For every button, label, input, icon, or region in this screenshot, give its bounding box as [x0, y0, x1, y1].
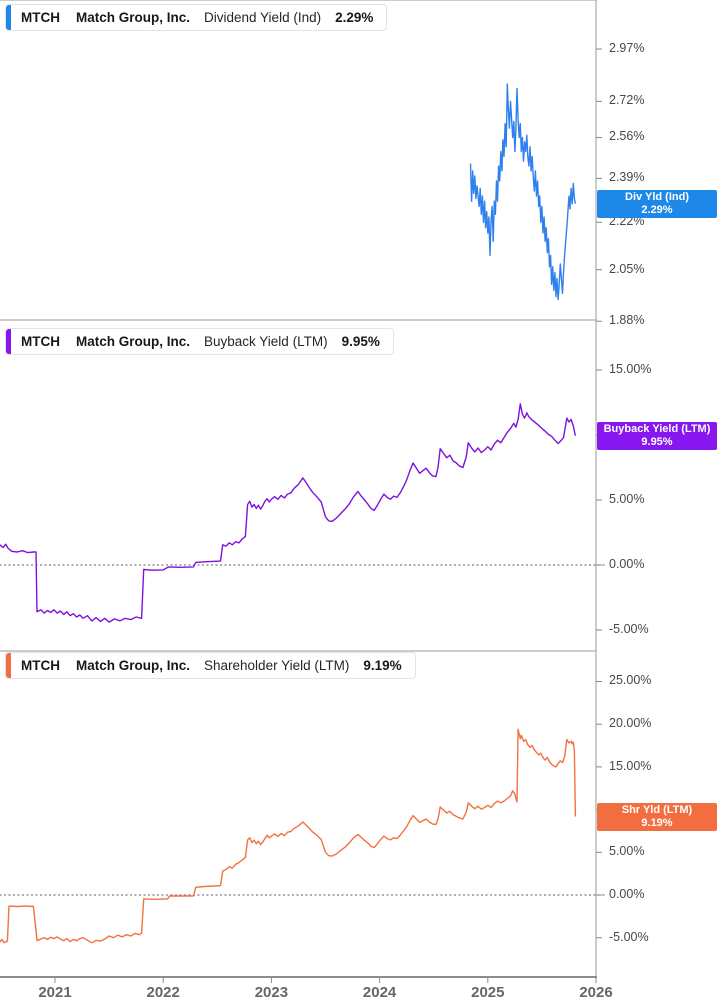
badge-value: 9.95%	[641, 435, 673, 448]
x-tick-label: 2025	[471, 984, 505, 1001]
x-tick-label: 2022	[146, 984, 180, 1001]
y-tick-label: 2.56%	[609, 129, 645, 144]
legend-metric: Dividend Yield (Ind)	[204, 10, 322, 25]
legend-shareholder-yield[interactable]: MTCH Match Group, Inc. Shareholder Yield…	[5, 652, 416, 679]
axis-badge-shr-yld: Shr Yld (LTM) 9.19%	[597, 802, 717, 831]
legend-metric: Buyback Yield (LTM)	[204, 334, 328, 349]
x-tick-label: 2023	[254, 984, 289, 1001]
y-tick-label: 25.00%	[609, 673, 652, 688]
x-tick-label: 2026	[579, 984, 613, 1001]
y-tick-label: 15.00%	[609, 362, 652, 377]
y-tick-label: 15.00%	[609, 758, 652, 773]
badge-value: 9.19%	[641, 816, 673, 829]
axis-badge-div-yld: Div Yld (Ind) 2.29%	[597, 189, 717, 218]
legend-company: Match Group, Inc.	[76, 10, 191, 25]
legend-value: 9.95%	[341, 334, 380, 349]
y-tick-label: 20.00%	[609, 716, 652, 731]
badge-value: 2.29%	[641, 203, 673, 216]
y-tick-label: 2.05%	[609, 261, 645, 276]
badge-label: Buyback Yield (LTM)	[603, 422, 711, 435]
series-line-buyback	[0, 403, 577, 623]
y-tick-label: -5.00%	[609, 621, 649, 636]
series-line-shareholder	[0, 728, 577, 944]
y-tick-label: 1.88%	[609, 313, 645, 328]
y-tick-label: -5.00%	[609, 929, 649, 944]
legend-accent-bar	[6, 5, 11, 30]
legend-value: 9.19%	[363, 658, 402, 673]
y-tick-label: 5.00%	[609, 491, 645, 506]
badge-label: Div Yld (Ind)	[625, 190, 689, 203]
y-tick-label: 5.00%	[609, 844, 645, 859]
x-tick-label: 2021	[38, 984, 72, 1001]
legend-accent-bar	[6, 653, 11, 678]
legend-dividend-yield[interactable]: MTCH Match Group, Inc. Dividend Yield (I…	[5, 4, 388, 31]
legend-ticker: MTCH	[21, 658, 60, 673]
y-tick-label: 2.39%	[609, 170, 645, 185]
legend-company: Match Group, Inc.	[76, 658, 191, 673]
legend-company: Match Group, Inc.	[76, 334, 191, 349]
legend-ticker: MTCH	[21, 334, 60, 349]
series-line-dividend	[469, 83, 577, 301]
axis-badge-buyback-yield: Buyback Yield (LTM) 9.95%	[597, 421, 717, 450]
y-tick-label: 2.97%	[609, 41, 645, 56]
badge-label: Shr Yld (LTM)	[621, 803, 693, 816]
y-tick-label: 2.72%	[609, 93, 645, 108]
y-tick-label: 0.00%	[609, 556, 645, 571]
y-tick-label: 0.00%	[609, 887, 645, 901]
x-tick-label: 2024	[362, 984, 397, 1001]
legend-ticker: MTCH	[21, 10, 60, 25]
legend-accent-bar	[6, 329, 11, 354]
legend-metric: Shareholder Yield (LTM)	[204, 658, 350, 673]
legend-buyback-yield[interactable]: MTCH Match Group, Inc. Buyback Yield (LT…	[5, 328, 394, 355]
legend-value: 2.29%	[335, 10, 374, 25]
